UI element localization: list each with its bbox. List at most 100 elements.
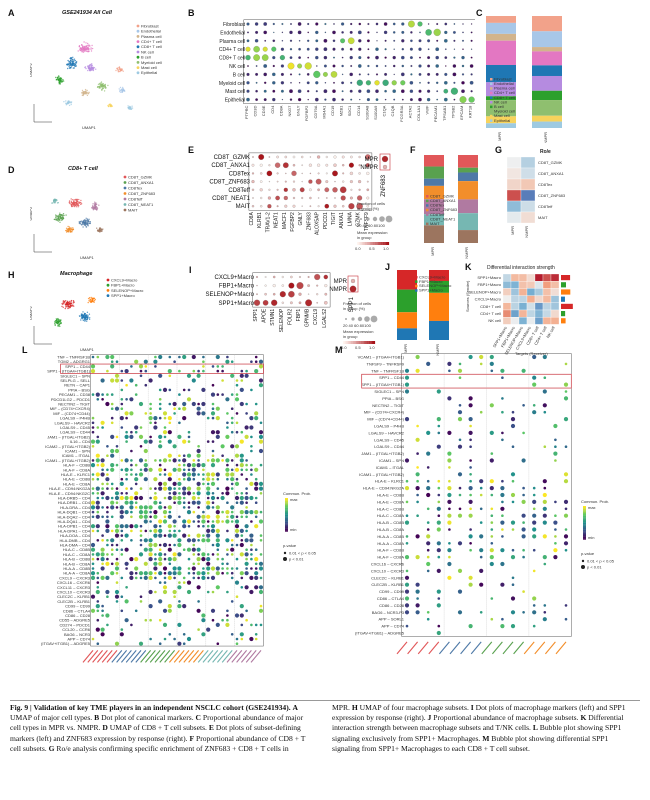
umap-point [76,200,79,203]
bubble [101,609,104,613]
dot [268,164,271,167]
bubble [95,453,100,458]
row-label: HLA-C – CD8B [63,547,90,552]
bar-segment [486,22,516,34]
bubble [110,453,115,458]
bubble [106,553,109,556]
column-label: LMNA [347,212,353,227]
bubble [158,416,162,420]
dot [427,81,430,84]
colorbar-segment [285,521,288,524]
bubble [216,369,220,373]
bubble [244,434,249,439]
bubble [149,412,152,415]
umap-point [104,84,106,86]
bubble [258,378,264,383]
column-label: TNFSF9 [364,212,370,231]
umap-macrophage: CXCL9+MacroFBP1+MacroSELENOP+MacroSPP1+M… [30,277,144,352]
legend-label: CD8T_NEAT1 [128,202,154,207]
row-label: PPIA – BSG [68,387,90,392]
bubble [522,521,525,524]
dot [358,172,361,175]
bubble [153,528,158,533]
row-label: HLA-E – CD94:NKG2A [363,486,404,491]
bubble [153,524,158,529]
dot [297,89,302,94]
dot [307,284,310,287]
column-label: VWF [425,105,430,114]
bubble [240,379,244,382]
row-label: PDCD1LG2 – PDCD1 [51,397,91,402]
column-label: C1QB [390,105,395,116]
bubble [225,359,230,364]
caption-text: Bubble plot showing SPP1 signaling exclu… [332,723,622,743]
dot [418,73,422,76]
bubble [258,486,264,491]
bubble [105,401,110,407]
bubble [437,597,441,600]
row-label: CCL20 – CCR6 [62,627,91,632]
bubble [206,440,210,443]
bubble [96,586,100,589]
bubble [479,534,484,539]
bubble [447,451,452,456]
bubble [215,519,220,524]
legend-label: Plasma cell [141,34,162,39]
row-label: HLA-E – CD8B [63,477,90,482]
umap-point [96,86,99,88]
dot [333,155,337,159]
bubble [96,435,100,439]
column-label-mark [106,650,118,663]
caption-text: MPR. [332,703,352,712]
bubble [500,368,505,373]
bubble [124,533,129,538]
bubble [182,548,186,551]
bubble [479,507,483,511]
legend-swatch [415,284,418,288]
bubble [100,632,105,637]
bubble [511,583,515,586]
bubble [158,548,162,551]
bubble [95,439,100,444]
bubble [186,519,192,524]
bubble [447,486,452,491]
bubble [158,354,163,360]
row-label: SPP1 – (ITGA4+ITGB1) [47,369,90,374]
bubble [532,527,537,532]
bubble [259,623,263,627]
dot [356,79,363,86]
colorbar-segment [583,521,586,523]
bubble [489,458,494,463]
umap-point [53,218,56,221]
column-label: CXCL9 [313,309,319,325]
bubble [215,406,220,411]
bubble [110,562,114,566]
dot [280,72,284,76]
dot [313,70,321,78]
bubble [259,553,263,556]
umap-point [59,221,61,223]
bubble [510,555,516,560]
x-tick-label: NMPR [464,247,469,259]
bubble [564,548,568,552]
umap-point [88,313,91,315]
bubble [134,491,139,496]
heatmap-cell [520,189,536,202]
caption-panel-letter: G [48,743,55,753]
bubble [91,416,95,420]
colorbar-segment [285,519,288,521]
legend-marker [106,283,110,287]
dot [349,171,354,176]
umap-point [65,300,67,302]
dot [297,63,303,69]
bubble [259,421,263,425]
umap-point [91,44,93,47]
bubble [90,364,96,369]
column-label-mark [120,650,132,663]
bubble [426,611,430,614]
row-label: ICAM1 – SPN [379,458,404,463]
bubble [415,555,420,560]
umap-point [84,316,86,319]
row-label: ICAM1 – (ITGAL+ITGB2) [359,472,404,477]
bubble [404,375,410,380]
